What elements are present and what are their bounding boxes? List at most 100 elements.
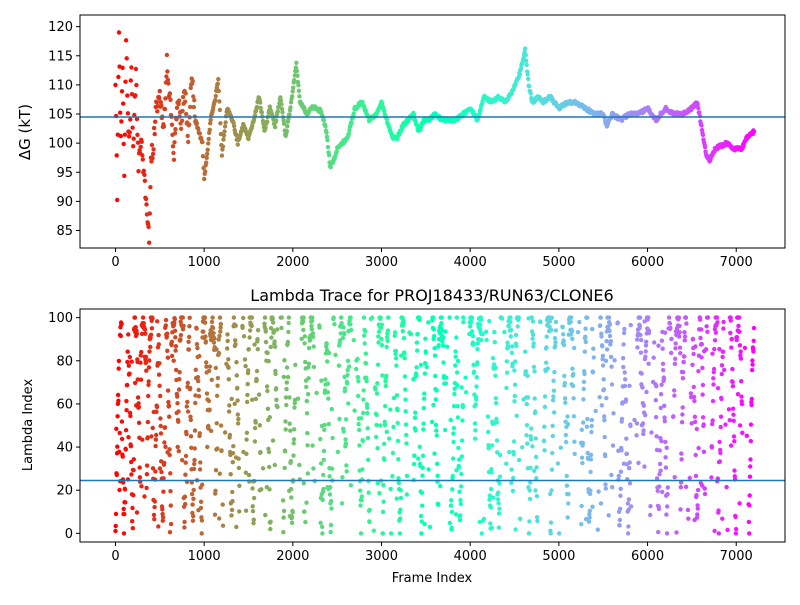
lambda-trace-point [421, 421, 426, 426]
lambda-trace-point [182, 519, 187, 525]
lambda-trace-point [695, 506, 700, 511]
lambda-trace-point [709, 445, 715, 450]
lambda-trace-point [601, 387, 607, 392]
delta-g-point [124, 56, 129, 61]
delta-g-point [246, 136, 251, 142]
lambda-trace-point [172, 316, 177, 322]
delta-g-point [259, 110, 264, 115]
lambda-trace-point [710, 418, 715, 423]
lambda-trace-point [229, 396, 234, 402]
lambda-trace-point [386, 315, 391, 320]
lambda-trace-point [533, 488, 538, 493]
delta-g-point [286, 116, 291, 122]
delta-g-point [294, 60, 299, 65]
lambda-trace-point [342, 331, 347, 337]
delta-g-point [127, 130, 132, 135]
lambda-trace-point [453, 512, 459, 517]
lambda-trace-point [354, 366, 359, 372]
lambda-trace-point [563, 400, 568, 405]
lambda-trace-point [329, 498, 334, 504]
delta-g-point [168, 97, 173, 103]
delta-g-point [115, 197, 120, 203]
lambda-trace-point [240, 325, 245, 330]
lambda-trace-point [225, 346, 230, 351]
lambda-trace-point [587, 512, 592, 517]
lambda-trace-point [183, 472, 188, 477]
lambda-trace-point [648, 512, 653, 518]
lambda-trace-point [156, 332, 161, 338]
lambda-trace-point [220, 502, 225, 507]
lambda-trace-point [699, 355, 704, 360]
lambda-trace-point [508, 327, 514, 333]
lambda-trace-point [214, 347, 219, 352]
lambda-trace-point [249, 323, 254, 329]
lambda-trace-point [129, 472, 134, 477]
lambda-trace-point [504, 385, 509, 391]
lambda-trace-point [327, 492, 333, 497]
lambda-trace-point [730, 366, 735, 372]
delta-g-point [222, 124, 228, 129]
lambda-trace-point [460, 418, 465, 423]
lambda-trace-point [123, 447, 128, 452]
lambda-trace-point [272, 462, 277, 468]
lambda-trace-point [458, 501, 463, 507]
lambda-trace-point [455, 358, 461, 364]
lambda-trace-point [379, 322, 384, 327]
lambda-trace-point [122, 487, 128, 492]
lambda-trace-point [126, 435, 131, 440]
lambda-trace-point [525, 373, 530, 378]
delta-g-point [272, 124, 278, 130]
delta-g-point [174, 117, 179, 122]
lambda-trace-point [323, 377, 328, 382]
lambda-trace-point [694, 426, 699, 432]
lambda-trace-point [178, 337, 183, 342]
lambda-trace-point [356, 379, 361, 384]
lambda-trace-point [682, 354, 687, 359]
y-tick-label: 95 [56, 166, 73, 181]
lambda-trace-point [561, 332, 566, 337]
lambda-trace-point [467, 324, 473, 329]
lambda-trace-point [284, 402, 289, 408]
lambda-trace-point [305, 392, 311, 397]
lambda-trace-point [609, 382, 615, 387]
lambda-trace-point [264, 384, 270, 389]
lambda-trace-point [270, 438, 276, 443]
lambda-trace-point [219, 448, 224, 453]
lambda-trace-point [337, 416, 342, 422]
delta-g-point [279, 102, 284, 107]
lambda-trace-point [665, 504, 670, 509]
lambda-trace-point [440, 334, 446, 340]
lambda-trace-point [427, 524, 433, 530]
lambda-trace-point [571, 371, 576, 377]
lambda-trace-point [233, 338, 238, 343]
lambda-trace-point [150, 425, 155, 431]
lambda-trace-point [678, 485, 683, 490]
lambda-trace-point [531, 364, 537, 370]
lambda-trace-point [550, 450, 555, 456]
lambda-trace-point [211, 330, 216, 336]
lambda-trace-point [528, 480, 533, 485]
lambda-trace-point [146, 365, 152, 370]
delta-g-point [334, 149, 339, 154]
lambda-trace-point [192, 428, 198, 433]
lambda-trace-point [431, 327, 437, 332]
delta-g-point [296, 88, 302, 94]
lambda-trace-point [549, 467, 555, 472]
lambda-trace-point [719, 396, 724, 402]
lambda-trace-point [487, 318, 492, 324]
delta-g-point [165, 77, 171, 83]
lambda-trace-point [693, 473, 699, 479]
lambda-trace-point [635, 337, 640, 342]
lambda-trace-point [363, 351, 368, 356]
lambda-trace-point [542, 394, 548, 399]
lambda-trace-point [339, 501, 345, 506]
lambda-trace-point [471, 342, 476, 347]
delta-g-point [134, 82, 139, 88]
lambda-trace-point [282, 465, 287, 471]
lambda-trace-point [375, 446, 380, 451]
delta-g-point [293, 65, 298, 70]
lambda-trace-point [429, 419, 435, 425]
lambda-trace-point [718, 450, 723, 456]
lambda-trace-point [548, 520, 554, 525]
lambda-trace-point [383, 379, 388, 384]
